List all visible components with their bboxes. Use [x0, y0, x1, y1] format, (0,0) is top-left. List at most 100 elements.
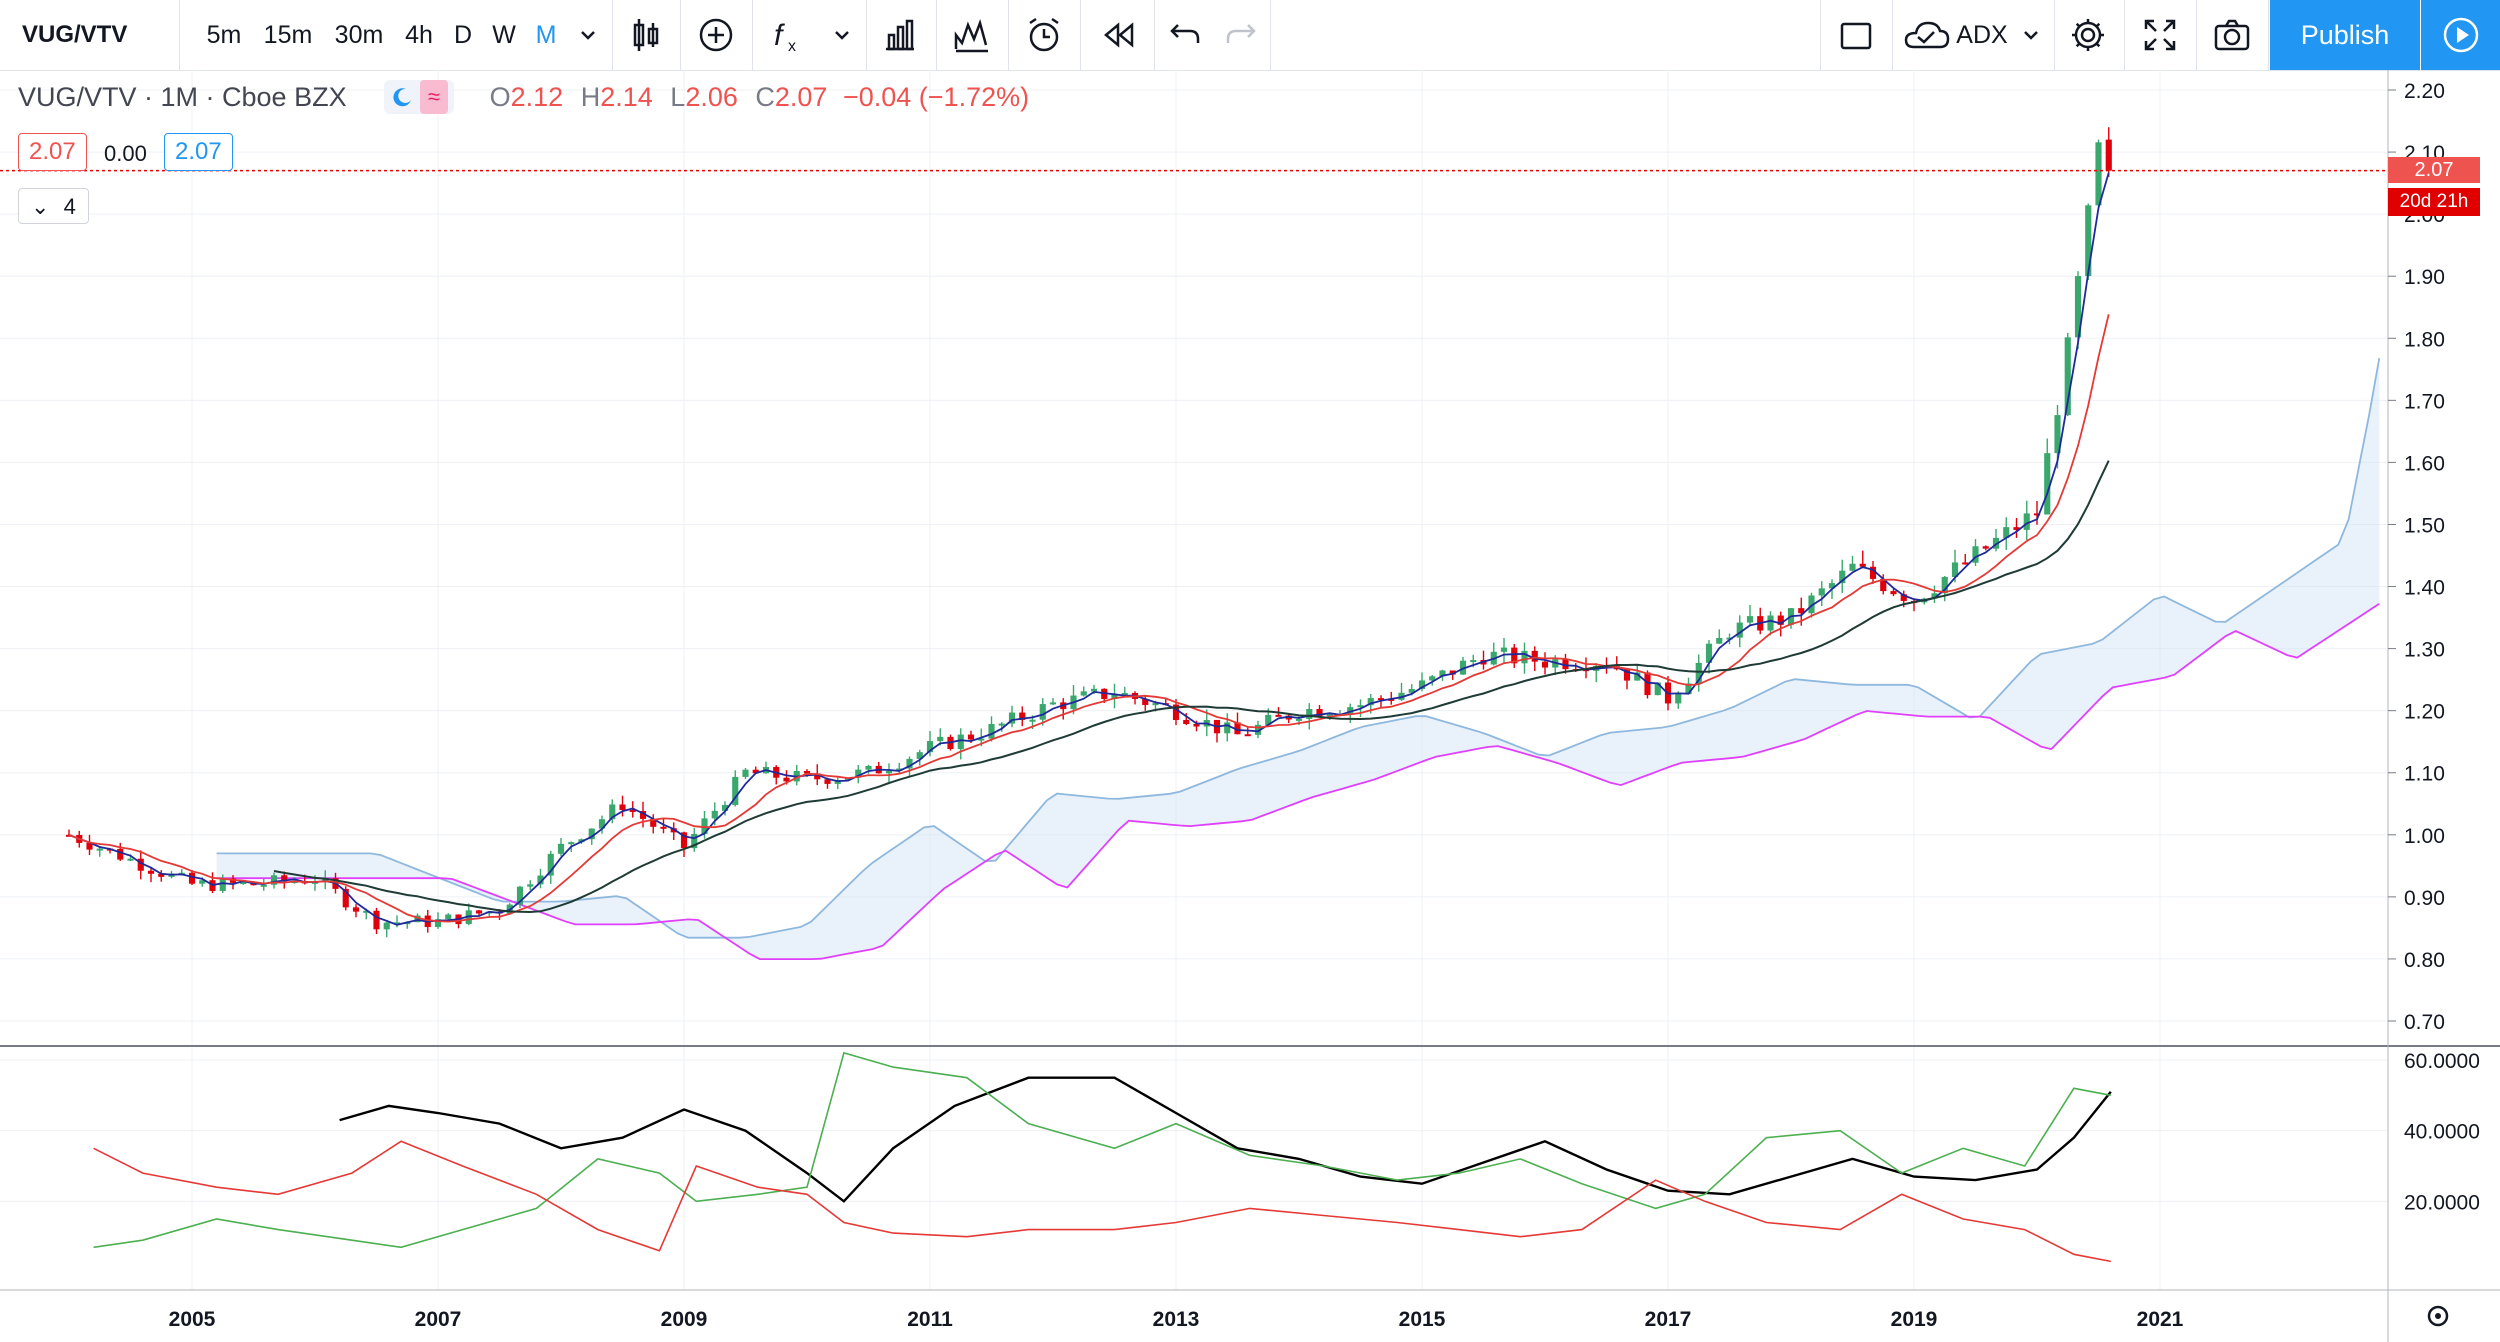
templates-icon[interactable]: [952, 15, 992, 55]
candle-body: [1039, 704, 1046, 720]
candle-body: [1357, 705, 1364, 708]
interval-30m[interactable]: 30m: [334, 21, 384, 49]
interval-w[interactable]: W: [492, 21, 516, 49]
candle-body: [199, 880, 206, 884]
candle-body: [1849, 563, 1856, 571]
settings-icon[interactable]: [2068, 15, 2108, 55]
candle-body: [1828, 583, 1836, 589]
interval-5m[interactable]: 5m: [206, 21, 242, 49]
alert-icon[interactable]: [1024, 15, 1064, 55]
candle-body: [1880, 578, 1887, 592]
ma-fast-line: [68, 172, 2110, 926]
candle-body: [1931, 593, 1938, 599]
candle-body: [824, 779, 831, 784]
candle-body: [352, 907, 360, 912]
legend-title[interactable]: VUG/VTV · 1M · Cboe BZX: [18, 82, 347, 113]
candle-body: [1367, 698, 1374, 706]
candle-body: [865, 765, 872, 770]
candle-body: [1531, 650, 1538, 662]
candle-body: [1818, 588, 1825, 596]
price-axis-label: 0.80: [2404, 949, 2445, 972]
candle-body: [1470, 660, 1477, 663]
candle-body: [281, 875, 288, 882]
candle-body: [1634, 672, 1641, 681]
chevron-down-icon: ⌄: [31, 194, 50, 219]
candle-body: [1767, 615, 1774, 631]
legend-visibility-toggle[interactable]: ≈: [384, 80, 455, 114]
candle-body: [1449, 670, 1456, 675]
interval-15m[interactable]: 15m: [263, 21, 313, 49]
candle-body: [1142, 698, 1149, 705]
symbol-search-button[interactable]: VUG/VTV: [0, 0, 180, 70]
collapse-indicators-button[interactable]: ⌄ 4: [18, 188, 89, 224]
candle-body: [1982, 546, 1989, 549]
high-value: 2.14: [600, 82, 653, 113]
candle-body: [393, 922, 401, 925]
close-value: 2.07: [774, 82, 828, 113]
snapshot-icon[interactable]: [2212, 15, 2252, 55]
candle-body: [363, 910, 370, 913]
candle-body: [1234, 722, 1241, 735]
candle-body: [732, 776, 739, 805]
candle-body: [383, 922, 390, 930]
candle-body: [978, 738, 985, 741]
candle-body: [1029, 719, 1036, 722]
adx-axis-label: 40.0000: [2404, 1121, 2480, 1144]
price-axis-label: 0.70: [2404, 1011, 2445, 1034]
ask-price[interactable]: 2.07: [164, 133, 233, 171]
cloud-icon[interactable]: [1902, 15, 1950, 55]
interval-4h[interactable]: 4h: [405, 21, 433, 49]
interval-dropdown-icon[interactable]: [570, 15, 606, 55]
moon-icon: [393, 88, 412, 107]
indicator-template-label[interactable]: ADX: [1956, 21, 2008, 49]
candle-body: [147, 870, 155, 874]
candle-body: [1090, 688, 1098, 692]
candle-body: [1500, 647, 1508, 652]
add-compare-icon[interactable]: [696, 15, 736, 55]
candle-body: [188, 872, 196, 884]
candle-body: [137, 858, 144, 871]
candle-body: [721, 804, 729, 811]
interval-m[interactable]: M: [535, 21, 557, 49]
ma-mid-line: [68, 314, 2110, 923]
candle-body: [957, 734, 964, 750]
interval-d[interactable]: D: [453, 21, 473, 49]
undo-icon[interactable]: [1166, 15, 1206, 55]
candle-body: [680, 832, 688, 849]
chart-type-icon[interactable]: [880, 15, 920, 55]
fullscreen-icon[interactable]: [2140, 15, 2180, 55]
candle-body: [219, 878, 226, 891]
high-label: H: [580, 82, 601, 113]
candle-body: [1326, 714, 1333, 717]
indicators-dropdown-icon[interactable]: [824, 15, 860, 55]
price-axis-label: 1.70: [2404, 390, 2445, 413]
candle-body: [2054, 415, 2061, 454]
candle-body: [855, 769, 862, 778]
play-button[interactable]: [2421, 0, 2500, 70]
candle-body: [1418, 680, 1426, 690]
candle-body: [896, 768, 903, 771]
candle-body: [1972, 546, 1979, 563]
publish-button[interactable]: Publish: [2270, 0, 2420, 70]
candle-body: [414, 915, 421, 923]
candle-body: [1716, 637, 1723, 644]
template-dropdown-icon[interactable]: [2016, 15, 2046, 55]
bar-style-icon[interactable]: [626, 15, 666, 55]
svg-text:f: f: [774, 19, 785, 52]
time-axis-label: 2009: [661, 1308, 708, 1331]
candle-body: [1224, 722, 1231, 734]
bid-price[interactable]: 2.07: [18, 133, 87, 171]
candle-body: [609, 804, 616, 820]
candle-body: [1347, 707, 1354, 714]
candle-body: [1111, 694, 1118, 699]
replay-icon[interactable]: [1098, 15, 1138, 55]
candle-body: [2064, 337, 2071, 416]
candle-body: [1275, 714, 1282, 717]
candle-body: [1244, 734, 1251, 737]
rectangle-icon[interactable]: [1836, 15, 1876, 55]
candle-body: [639, 811, 647, 819]
candle-body: [1685, 683, 1692, 695]
